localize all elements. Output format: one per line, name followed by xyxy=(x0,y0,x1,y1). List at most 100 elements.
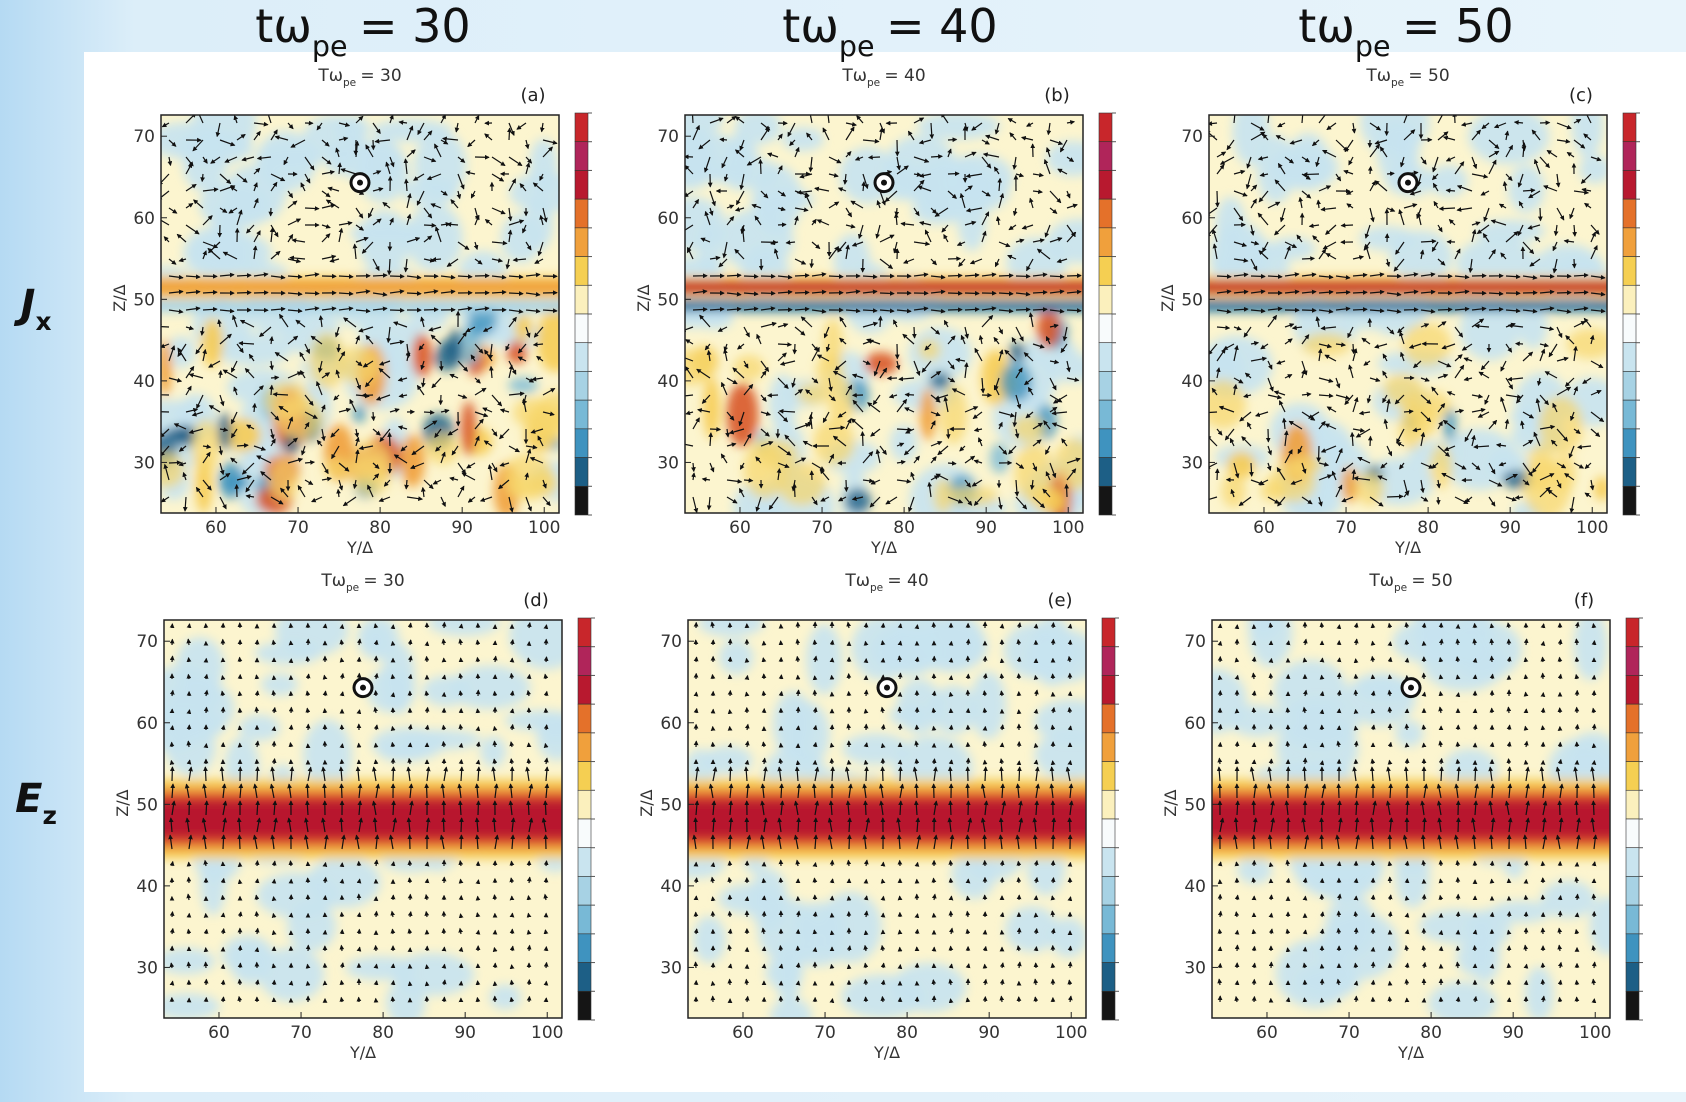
colorbar-segment xyxy=(1622,112,1637,143)
vector-arrow xyxy=(186,673,192,680)
vector-arrow xyxy=(965,783,971,799)
vector-arrow xyxy=(761,757,767,765)
colorbar-segment xyxy=(577,703,592,734)
vector-arrow xyxy=(897,623,903,629)
vector-arrow xyxy=(1033,742,1039,748)
colorbar-segment xyxy=(1622,170,1637,200)
colorbar-segment xyxy=(577,732,592,762)
x-tick-label: 80 xyxy=(893,518,915,538)
panel-title: Tωpe = 50 xyxy=(1368,571,1452,594)
vector-arrow xyxy=(338,227,344,243)
vector-arrow xyxy=(230,411,238,425)
panel-title-main: Tω xyxy=(317,66,343,86)
x-tick-label: 60 xyxy=(205,518,227,538)
vector-arrow xyxy=(1370,655,1376,663)
vector-arrow xyxy=(1251,672,1257,680)
y-tick-label: 60 xyxy=(1184,714,1206,734)
vector-arrow xyxy=(1540,725,1546,731)
vector-arrow xyxy=(492,894,498,901)
vector-arrow xyxy=(316,380,323,396)
vector-arrow xyxy=(829,639,835,646)
vector-arrow xyxy=(1489,742,1495,748)
vector-arrow xyxy=(1455,758,1461,765)
vector-arrow xyxy=(167,156,173,167)
colorbar-segment xyxy=(1101,789,1116,820)
vector-arrow xyxy=(812,741,818,748)
vector-arrow xyxy=(322,861,328,868)
vector-arrow xyxy=(1319,622,1325,629)
vector-arrow xyxy=(423,420,438,430)
vector-arrow xyxy=(424,878,430,884)
vector-arrow xyxy=(365,377,374,388)
vector-arrow xyxy=(431,257,442,262)
vector-arrow xyxy=(509,996,515,1003)
field-band xyxy=(1209,284,1607,291)
vector-arrow xyxy=(1015,307,1031,313)
vector-arrow xyxy=(222,251,238,260)
vector-arrow xyxy=(270,250,281,260)
vector-arrow xyxy=(304,421,310,430)
vector-arrow xyxy=(182,496,188,512)
vector-arrow xyxy=(1340,223,1354,228)
vector-arrow xyxy=(1234,674,1240,680)
vector-arrow xyxy=(795,995,801,1003)
colorbar-segment xyxy=(1625,789,1640,820)
vector-arrow xyxy=(1421,622,1427,629)
y-tick-label: 50 xyxy=(657,290,679,310)
vector-arrow xyxy=(349,398,357,413)
vector-arrow xyxy=(812,861,818,868)
vector-arrow xyxy=(863,895,869,901)
vector-arrow xyxy=(965,928,971,935)
x-tick-label: 80 xyxy=(896,1023,918,1043)
panel-title: Tωpe = 50 xyxy=(1365,66,1449,89)
vector-arrow xyxy=(271,963,277,969)
vector-arrow xyxy=(1336,672,1342,680)
colorbar-segment xyxy=(1622,485,1637,516)
panel-title-main: Tω xyxy=(841,66,867,86)
colorbar-segment xyxy=(1098,399,1113,430)
field xyxy=(685,115,1083,513)
vector-arrow xyxy=(220,724,226,731)
vector-arrow xyxy=(390,928,396,935)
vector-arrow xyxy=(185,224,200,235)
vector-arrow xyxy=(169,655,175,663)
field-blob xyxy=(323,457,351,480)
vector-arrow xyxy=(1033,759,1039,765)
vector-arrow xyxy=(186,961,192,969)
field-blob xyxy=(164,947,215,975)
vector-arrow xyxy=(475,639,481,646)
x-tick-label: 60 xyxy=(729,518,751,538)
vector-arrow xyxy=(342,496,357,507)
colorbar-segment xyxy=(1101,675,1116,705)
vector-arrow xyxy=(321,404,326,413)
x-tick-label: 70 xyxy=(287,518,309,538)
y-tick-label: 30 xyxy=(133,453,155,473)
vector-arrow xyxy=(287,190,294,199)
colorbar-segment xyxy=(1625,732,1640,762)
vector-arrow xyxy=(1319,760,1325,766)
vector-arrow xyxy=(777,222,787,228)
x-axis-label: Y/Δ xyxy=(349,1043,376,1062)
vector-arrow xyxy=(169,759,175,766)
row-label-sub: x xyxy=(35,307,51,336)
vector-arrow xyxy=(877,315,883,328)
vector-arrow xyxy=(1387,689,1393,697)
colorbar-segment xyxy=(574,141,589,171)
vector-arrow xyxy=(241,156,255,162)
vector-arrow xyxy=(1285,740,1291,748)
vector-arrow xyxy=(1067,706,1073,714)
vector-arrow xyxy=(457,274,473,279)
vector-arrow xyxy=(867,154,881,160)
vector-arrow xyxy=(1302,997,1308,1003)
vector-arrow xyxy=(1404,895,1410,901)
vector-arrow xyxy=(792,343,798,355)
vector-arrow xyxy=(391,800,396,816)
vector-arrow xyxy=(693,817,699,833)
vector-arrow xyxy=(492,740,498,748)
y-axis-label: Z/Δ xyxy=(634,284,653,311)
vector-arrow xyxy=(406,236,421,243)
panel-title: Tωpe = 30 xyxy=(317,66,401,89)
vector-arrow xyxy=(406,192,412,209)
vector-arrow xyxy=(193,199,204,209)
vector-arrow xyxy=(1386,494,1404,499)
